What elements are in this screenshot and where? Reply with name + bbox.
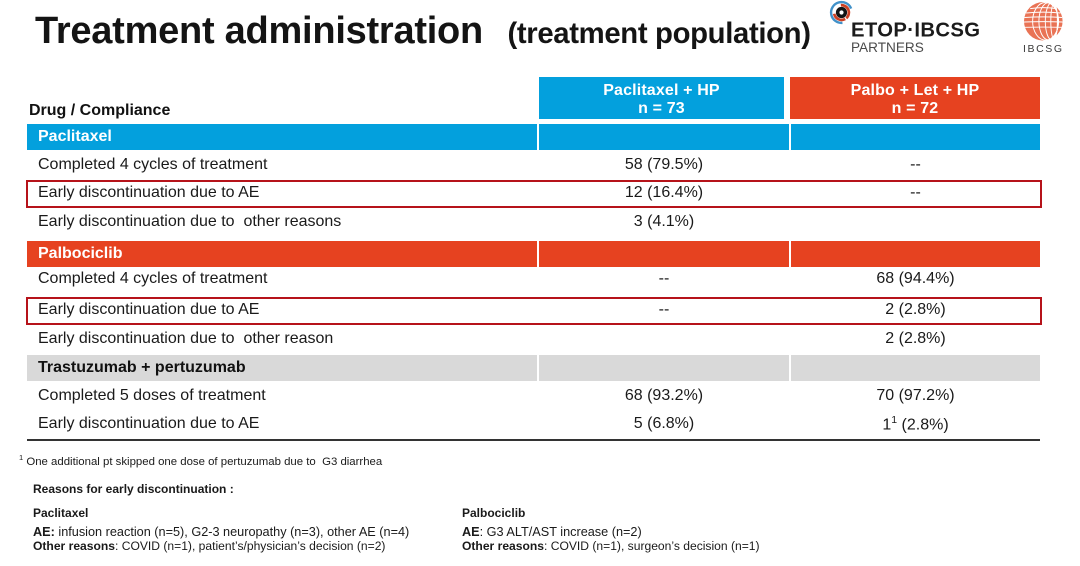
- svg-text:PARTNERS: PARTNERS: [851, 40, 924, 55]
- svg-text:ETOP·IBCSG: ETOP·IBCSG: [851, 20, 980, 42]
- svg-text:IBCSG: IBCSG: [1023, 43, 1064, 55]
